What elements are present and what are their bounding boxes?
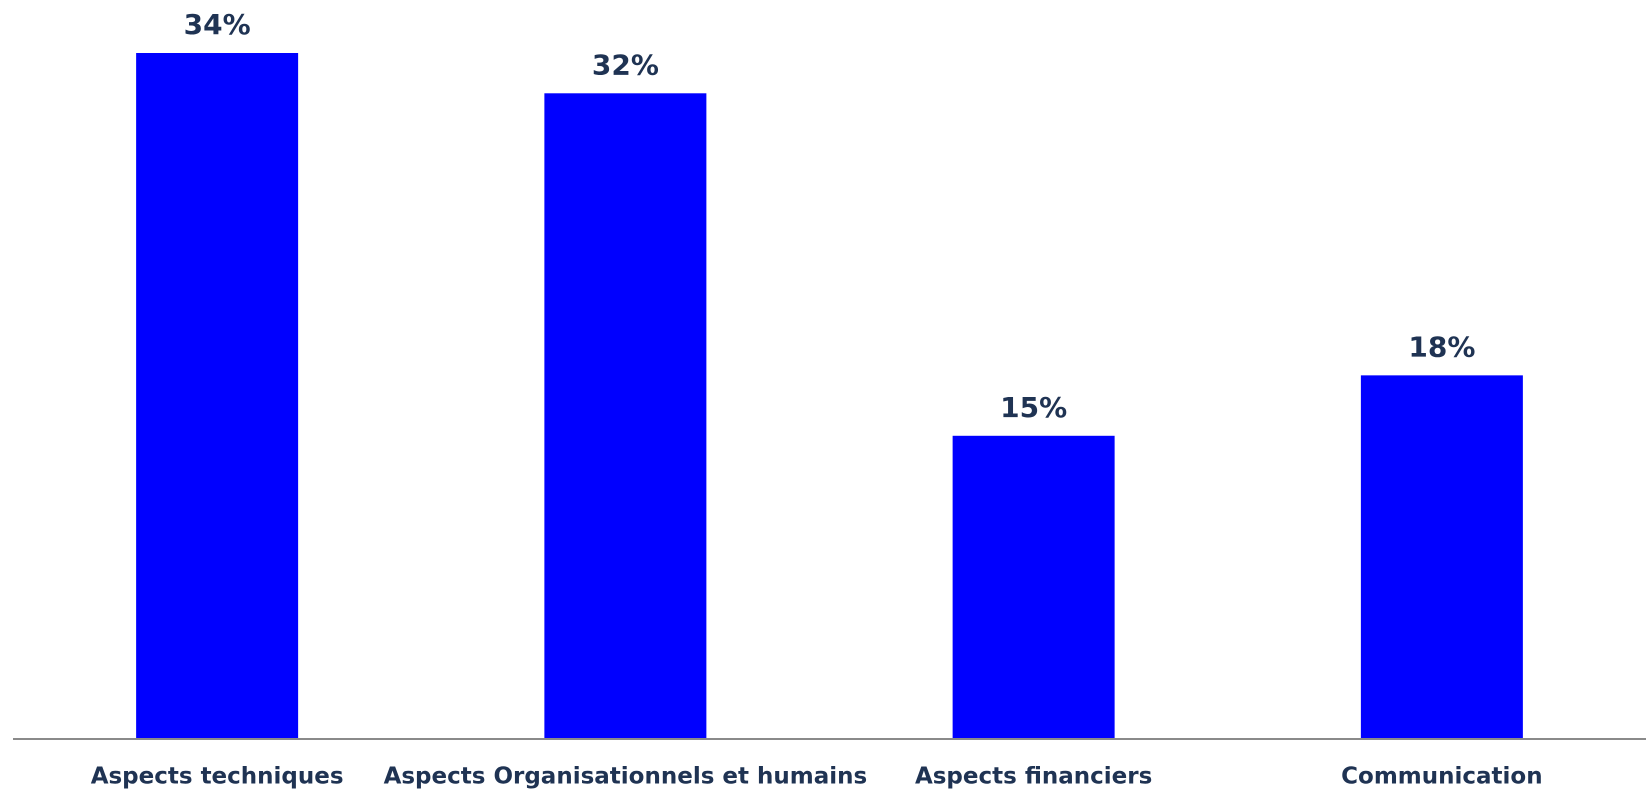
bar xyxy=(136,53,299,738)
x-tick-label: Aspects techniques xyxy=(91,764,344,790)
value-label: 34% xyxy=(184,8,251,41)
bar xyxy=(1360,375,1523,738)
value-label: 18% xyxy=(1408,330,1475,363)
bar xyxy=(952,435,1115,738)
x-tick-label: Aspects Organisationnels et humains xyxy=(384,764,868,790)
x-tick-label: Communication xyxy=(1341,764,1542,790)
value-label: 32% xyxy=(592,48,659,81)
bar xyxy=(544,93,707,738)
value-label: 15% xyxy=(1000,391,1067,424)
x-tick-label: Aspects financiers xyxy=(915,764,1152,790)
